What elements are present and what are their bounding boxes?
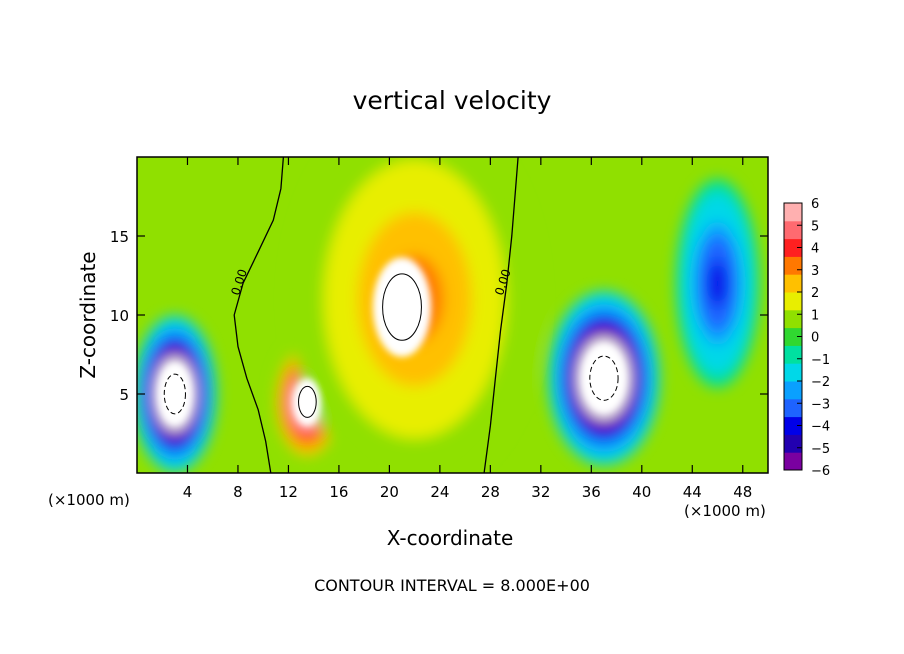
saturated-core (372, 257, 432, 357)
colorbar-tick-label: −4 (811, 420, 830, 435)
colorbar-tick-label: 0 (811, 331, 819, 346)
core-contour (163, 373, 186, 415)
x-tick-label: 40 (632, 483, 651, 501)
zero-contour-left (233, 157, 285, 473)
colorbar-tick-label: −5 (811, 442, 830, 457)
colorbar-swatch (784, 203, 802, 222)
x-unit-label-left: (×1000 m) (48, 491, 130, 509)
colorbar-swatch (784, 434, 802, 453)
zero-contour-right (483, 157, 519, 473)
saturated-core (294, 378, 321, 426)
saturated-core (158, 364, 191, 424)
y-tick-label: 15 (110, 228, 129, 246)
x-unit-label-right: (×1000 m) (684, 502, 766, 520)
colorbar-tick-label: 1 (811, 308, 819, 323)
colorbar-swatch (784, 327, 802, 346)
colorbar-swatch (784, 416, 802, 435)
colorbar-swatch (784, 398, 802, 418)
y-tick-label: 5 (119, 386, 129, 404)
colorbar-tick-label: 3 (811, 264, 819, 279)
colorbar: 6 5 4 3 2 1 0 −1 −2 −3 −4 −5 −6 (783, 197, 830, 479)
core-contour (382, 273, 422, 341)
x-tick-label: 4 (183, 483, 193, 501)
velocity-field (137, 157, 768, 473)
core-contour (589, 355, 619, 401)
colorbar-tick-label: 2 (811, 286, 819, 301)
colorbar-swatch (784, 363, 802, 382)
x-tick-label: 44 (683, 483, 702, 501)
colorbar-swatch (784, 238, 802, 257)
x-tick-label: 24 (430, 483, 449, 501)
colorbar-tick-label: −1 (811, 353, 830, 368)
x-tick-label: 32 (531, 483, 550, 501)
y-tick-label: 10 (110, 307, 129, 325)
chart-title: vertical velocity (352, 86, 552, 115)
colorbar-tick-label: −3 (811, 397, 830, 412)
colorbar-swatch (784, 452, 802, 471)
x-tick-label: 20 (380, 483, 399, 501)
x-tick-label: 16 (329, 483, 348, 501)
colorbar-swatch (784, 309, 802, 329)
saturated-core (582, 345, 626, 412)
colorbar-tick-label: −6 (811, 464, 830, 479)
field-cores (158, 257, 626, 426)
colorbar-swatch (784, 292, 802, 311)
contour-interval-note: CONTOUR INTERVAL = 8.000E+00 (314, 576, 590, 595)
x-tick-label: 12 (279, 483, 298, 501)
colorbar-tick-label: 6 (811, 197, 819, 212)
x-tick-label: 8 (233, 483, 243, 501)
colorbar-swatch (784, 274, 802, 293)
colorbar-tick-label: 4 (811, 242, 819, 257)
colorbar-tick-label: −2 (811, 375, 830, 390)
x-tick-label: 36 (582, 483, 601, 501)
colorbar-swatch (784, 220, 802, 240)
x-tick-label: 48 (733, 483, 752, 501)
colorbar-swatch (784, 345, 802, 364)
field-band (708, 259, 727, 308)
x-axis-label: X-coordinate (386, 526, 514, 550)
x-tick-label: 28 (481, 483, 500, 501)
colorbar-tick-label: 5 (811, 219, 819, 234)
colorbar-swatch (784, 256, 802, 275)
core-contour (298, 385, 317, 418)
colorbar-swatch (784, 381, 802, 400)
